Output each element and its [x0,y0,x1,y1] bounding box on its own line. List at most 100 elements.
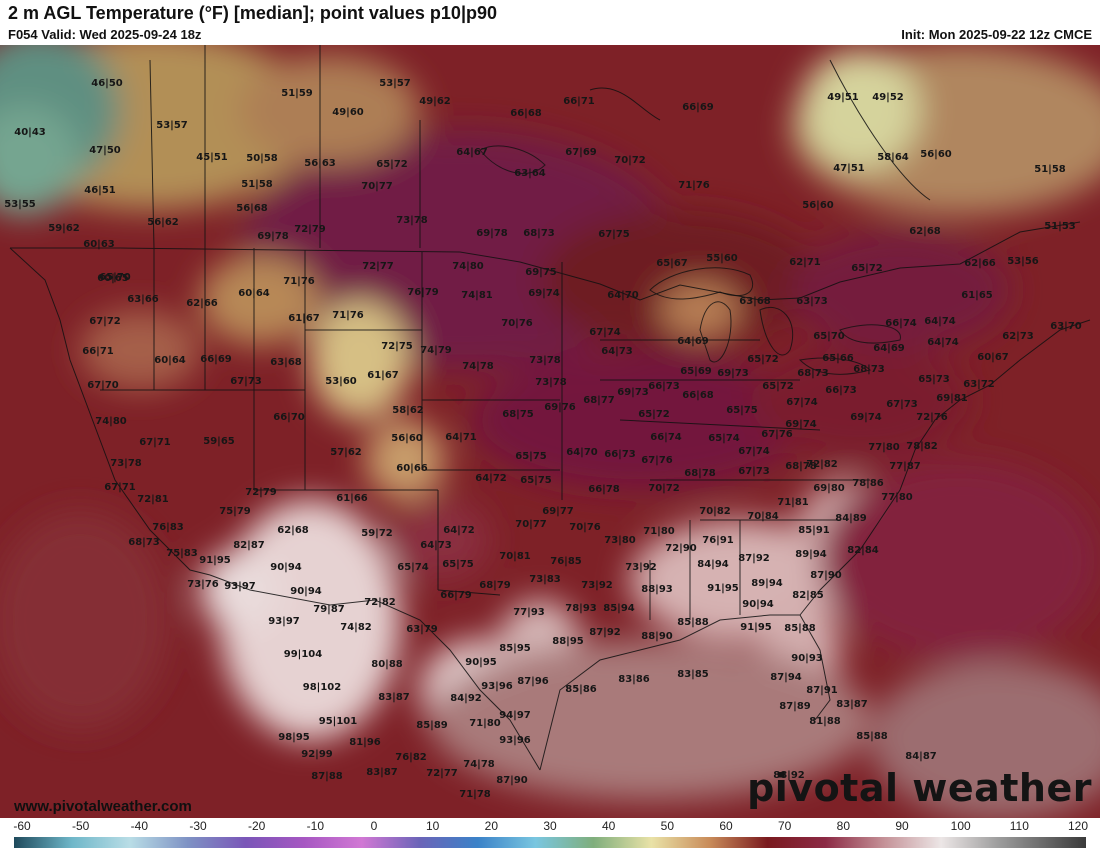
point-value-label: 66|73 [648,381,680,392]
point-value-label: 63|68 [739,296,771,307]
point-value-label: 69|73 [717,368,749,379]
point-value-label: 88|90 [641,631,673,642]
colorbar-tick-label: 40 [601,819,616,833]
point-value-label: 68|79 [479,580,511,591]
point-value-label: 68|73 [797,368,829,379]
point-value-label: 71|76 [678,180,710,191]
point-value-label: 83|87 [366,767,398,778]
valid-time: F054 Valid: Wed 2025-09-24 18z [8,27,202,42]
point-value-label: 53|60 [325,376,357,387]
point-value-label: 70|77 [361,181,393,192]
point-value-label: 90|93 [791,653,823,664]
point-value-label: 76|83 [152,522,184,533]
point-value-label: 66|68 [510,108,542,119]
point-value-label: 90|94 [742,599,774,610]
point-value-label: 65|72 [762,381,794,392]
point-value-label: 85|89 [416,720,448,731]
point-value-label: 65|66 [822,353,854,364]
point-value-label: 49|62 [419,96,451,107]
point-value-label: 71|76 [332,310,364,321]
point-value-label: 72|82 [806,459,838,470]
point-value-label: 77|93 [513,607,545,618]
point-value-label: 87|94 [770,672,802,683]
point-value-label: 84|92 [450,693,482,704]
point-value-label: 93|96 [499,735,531,746]
point-value-label: 67|74 [589,327,621,338]
point-value-label: 65|73 [918,374,950,385]
point-value-label: 69|74 [785,419,817,430]
point-value-label: 68|78 [785,461,817,472]
point-value-label: 85|88 [856,731,888,742]
point-value-label: 46|50 [91,78,123,89]
point-value-label: 68|75 [502,409,534,420]
point-value-label: 63|64 [514,168,546,179]
point-value-label: 75|79 [219,506,251,517]
point-value-label: 83|87 [836,699,868,710]
colorbar-tick-label: -50 [71,819,90,833]
point-value-label: 64|72 [475,473,507,484]
point-value-label: 62|68 [909,226,941,237]
point-value-label: 98|95 [278,732,310,743]
point-value-label: 74|78 [462,361,494,372]
colorbar-tick-label: 60 [719,819,733,833]
temperature-map[interactable]: 46|50 40|43 53|57 47|50 46|51 53|55 59|62 60|63… [0,45,1100,818]
point-value-label: 69|77 [542,506,574,517]
point-value-label: 65|70 [99,272,131,283]
point-value-label: 66|69 [200,354,232,365]
point-value-label: 66|69 [682,102,714,113]
point-value-label: 65|75 [515,451,547,462]
point-value-label: 76|85 [550,556,582,567]
point-value-label: 64|73 [420,540,452,551]
point-value-label: 94|97 [499,710,531,721]
point-value-label: 60|63 [83,239,115,250]
point-values: 46|50 40|43 53|57 47|50 46|51 53|55 59|6260|63… [4,78,1082,800]
point-value-label: 65|75 [726,405,758,416]
point-value-label: 84|89 [835,513,867,524]
colorbar-tick-label: 80 [836,819,851,833]
point-value-label: 67|71 [104,482,136,493]
point-value-label: 60|64 [238,288,270,299]
point-value-label: 84|94 [697,559,729,570]
point-value-label: 67|69 [565,147,597,158]
point-value-label: 87|88 [311,771,343,782]
point-value-label: 67|74 [786,397,818,408]
website-url[interactable]: www.pivotalweather.com [14,798,192,815]
point-value-label: 90|94 [290,586,322,597]
point-value-label: 72|82 [364,597,396,608]
point-value-label: 85|91 [798,525,830,536]
point-value-label: 98|102 [303,682,341,693]
point-value-label: 66|71 [563,96,595,107]
point-value-label: 53|57 [156,120,188,131]
colorbar-tick-label: 90 [895,819,909,833]
point-value-label: 63|70 [1050,321,1082,332]
point-value-label: 69|81 [936,393,968,404]
point-value-label: 72|75 [381,341,413,352]
point-value-label: 47|51 [833,163,865,174]
point-value-label: 65|72 [638,409,670,420]
point-value-label: 85|86 [565,684,597,695]
colorbar-tick-label: 10 [425,819,440,833]
point-value-label: 72|79 [245,487,277,498]
point-value-label: 67|70 [87,380,119,391]
point-value-label: 74|79 [420,345,452,356]
point-value-label: 68|73 [523,228,555,239]
point-value-label: 64|73 [601,346,633,357]
point-value-label: 62|71 [789,257,821,268]
point-value-label: 66|68 [682,390,714,401]
point-value-label: 69|75 [525,267,557,278]
point-value-label: 65|74 [708,433,740,444]
point-value-label: 74|78 [463,759,495,770]
point-value-label: 93|97 [268,616,300,627]
point-value-label: 61|67 [367,370,399,381]
point-value-label: 95|101 [319,716,357,727]
colorbar-tick-label: 0 [370,819,378,833]
point-value-label: 62|66 [964,258,996,269]
point-value-label: 92|99 [301,749,333,760]
point-value-label: 99|104 [284,649,322,660]
point-value-label: 62|73 [1002,331,1034,342]
point-value-label: 85|95 [499,643,531,654]
point-value-label: 56|60 [920,149,952,160]
point-value-label: 66|73 [825,385,857,396]
point-value-label: 77|80 [881,492,913,503]
point-value-label: 81|96 [349,737,381,748]
